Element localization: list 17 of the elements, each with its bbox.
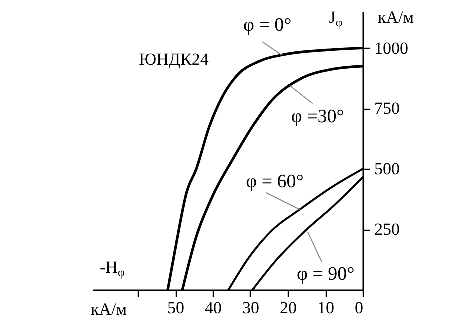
annotation: ЮНДК24 <box>139 50 210 69</box>
text: кА/м <box>378 8 414 27</box>
y-tick-label: 250 <box>374 220 400 240</box>
x-tick-label: 50 <box>168 298 184 318</box>
y-tick-label: 750 <box>374 99 400 118</box>
x-tick-label: 20 <box>280 298 297 318</box>
y-tick-label: 1000 <box>374 38 408 58</box>
x-tick-label: 30 <box>242 298 260 318</box>
x-tick-label: 0 <box>355 298 364 318</box>
annotation: φ =30° <box>291 106 344 128</box>
x-tick-label: 40 <box>205 298 222 318</box>
annotation: φ = 60° <box>246 172 304 193</box>
annotation: φ = 90° <box>296 264 355 285</box>
x-tick-label: 10 <box>318 298 334 318</box>
text: кА/м <box>91 300 128 319</box>
y-tick-label: 500 <box>374 160 400 179</box>
annotation: φ = 0° <box>243 15 292 36</box>
